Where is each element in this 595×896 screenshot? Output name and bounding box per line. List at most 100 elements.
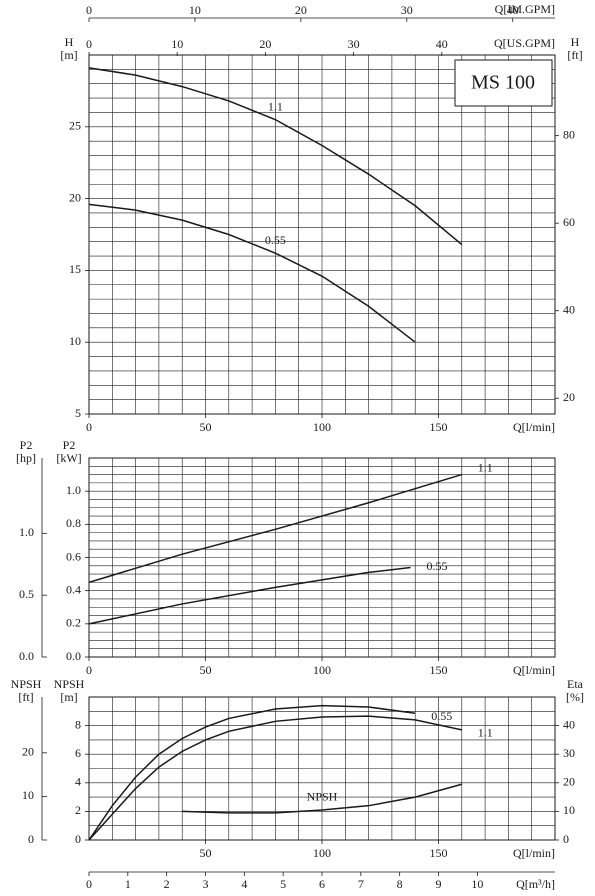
alt-y-axis-label: NPSH — [11, 677, 42, 691]
title-box — [454, 59, 553, 107]
top-axis-tick-label: 20 — [259, 37, 271, 51]
bottom-axis-tick-label: 9 — [436, 877, 442, 891]
y-tick-label: 5 — [75, 406, 81, 420]
curve — [88, 704, 416, 841]
y2-tick-label: 20 — [563, 390, 575, 404]
top-axis-label: Q[US.GPM] — [494, 36, 555, 50]
curve — [182, 783, 462, 814]
y2-tick-label: 40 — [563, 302, 575, 316]
curve — [88, 473, 463, 584]
x-tick-label: 100 — [313, 663, 331, 677]
curve-label: 1.1 — [478, 460, 493, 474]
x-axis-label: Q[l/min] — [513, 846, 555, 860]
x-tick-label: 150 — [430, 420, 448, 434]
bottom-axis-tick-label: 5 — [280, 877, 286, 891]
curve-label: 0.55 — [427, 559, 448, 573]
alt-y-axis-label: [ft] — [18, 690, 33, 704]
y-tick-label: 1.0 — [66, 483, 81, 497]
bottom-axis-tick-label: 7 — [358, 877, 364, 891]
top-axis-label: Q[IM.GPM] — [495, 2, 555, 16]
x-axis-label: Q[l/min] — [513, 420, 555, 434]
y-tick-label: 0 — [75, 832, 81, 846]
x-tick-label: 100 — [313, 846, 331, 860]
y2-tick-label: 80 — [563, 127, 575, 141]
bottom-axis-tick-label: 6 — [319, 877, 325, 891]
x-tick-label: 0 — [86, 663, 92, 677]
y-tick-label: 4 — [75, 775, 81, 789]
curve — [88, 715, 462, 841]
y-tick-label: 15 — [69, 262, 81, 276]
alt-y-tick-label: 1.0 — [19, 525, 34, 539]
y-tick-label: 8 — [75, 717, 81, 731]
x-tick-label: 50 — [200, 420, 212, 434]
top-axis-tick-label: 40 — [436, 37, 448, 51]
y2-axis-label: [ft] — [567, 48, 582, 62]
y2-tick-label: 40 — [563, 717, 575, 731]
alt-y-tick-label: 0 — [28, 832, 34, 846]
alt-y-tick-label: 0.5 — [19, 587, 34, 601]
x-tick-label: 150 — [430, 846, 448, 860]
alt-y-axis-label: [hp] — [16, 451, 36, 465]
y-tick-label: 25 — [69, 119, 81, 133]
curve-label: 1.1 — [268, 99, 283, 113]
top-axis-tick-label: 0 — [86, 37, 92, 51]
y-tick-label: 20 — [69, 190, 81, 204]
curve — [88, 566, 411, 625]
y-axis-label: P2 — [63, 438, 76, 452]
curve-label: NPSH — [307, 790, 338, 804]
curve — [88, 203, 416, 343]
x-tick-label: 50 — [200, 663, 212, 677]
y2-axis-label: H — [571, 35, 580, 49]
top-axis-tick-label: 40 — [507, 3, 519, 17]
x-tick-label: 0 — [86, 420, 92, 434]
curve-label: 0.55 — [431, 709, 452, 723]
bottom-axis-tick-label: 1 — [125, 877, 131, 891]
bottom-axis-tick-label: 4 — [241, 877, 247, 891]
y-axis-label: H — [65, 35, 74, 49]
alt-y-tick-label: 10 — [22, 788, 34, 802]
bottom-axis-tick-label: 3 — [203, 877, 209, 891]
y-tick-label: 6 — [75, 746, 81, 760]
alt-y-tick-label: 0.0 — [19, 649, 34, 663]
bottom-axis-tick-label: 10 — [471, 877, 483, 891]
curve-label: 1.1 — [478, 726, 493, 740]
y-axis-label: [m] — [60, 48, 77, 62]
x-tick-label: 150 — [430, 663, 448, 677]
top-axis-tick-label: 30 — [401, 3, 413, 17]
top-axis-tick-label: 10 — [171, 37, 183, 51]
y-tick-label: 0.2 — [66, 616, 81, 630]
y2-tick-label: 60 — [563, 215, 575, 229]
top-axis-tick-label: 0 — [86, 3, 92, 17]
bottom-axis-label: Q[m³/h] — [516, 877, 555, 891]
y2-tick-label: 30 — [563, 746, 575, 760]
bottom-axis-tick-label: 2 — [164, 877, 170, 891]
top-axis-tick-label: 10 — [189, 3, 201, 17]
y-axis-label: [m] — [60, 690, 77, 704]
y-axis-label: NPSH — [54, 677, 85, 691]
y2-tick-label: 0 — [563, 832, 569, 846]
alt-y-tick-label: 20 — [22, 745, 34, 759]
bottom-axis-tick-label: 0 — [86, 877, 92, 891]
alt-y-axis-label: P2 — [20, 438, 33, 452]
top-axis-tick-label: 20 — [295, 3, 307, 17]
y-tick-label: 10 — [69, 334, 81, 348]
y2-tick-label: 20 — [563, 775, 575, 789]
x-axis-label: Q[l/min] — [513, 663, 555, 677]
y2-axis-label: Eta — [567, 677, 584, 691]
x-tick-label: 100 — [313, 420, 331, 434]
curve-label: 0.55 — [265, 233, 286, 247]
y-tick-label: 2 — [75, 803, 81, 817]
x-tick-label: 50 — [200, 846, 212, 860]
y-axis-label: [kW] — [56, 451, 81, 465]
y-tick-label: 0.4 — [66, 582, 81, 596]
curve — [88, 67, 463, 246]
top-axis-tick-label: 30 — [348, 37, 360, 51]
chart-title: MS 100 — [471, 72, 535, 94]
y2-tick-label: 10 — [563, 803, 575, 817]
y2-axis-label: [%] — [566, 690, 584, 704]
y-tick-label: 0.6 — [66, 549, 81, 563]
y-tick-label: 0.8 — [66, 516, 81, 530]
bottom-axis-tick-label: 8 — [397, 877, 403, 891]
